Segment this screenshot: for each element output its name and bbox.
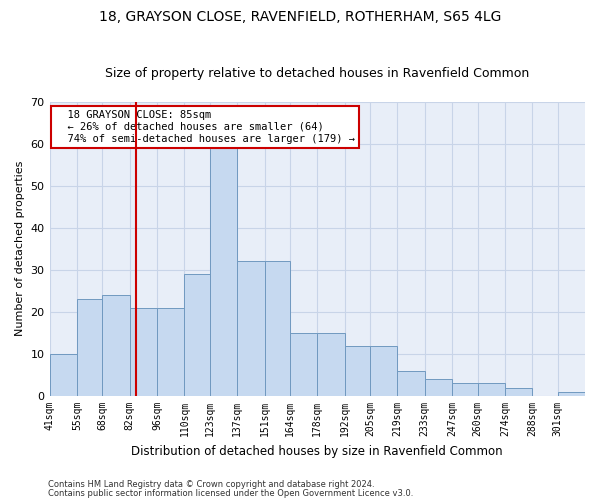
Bar [130, 308, 157, 396]
Bar [184, 274, 210, 396]
Bar [397, 371, 425, 396]
Bar [317, 333, 344, 396]
Bar [425, 379, 452, 396]
Text: 18 GRAYSON CLOSE: 85sqm
  ← 26% of detached houses are smaller (64)
  74% of sem: 18 GRAYSON CLOSE: 85sqm ← 26% of detache… [55, 110, 355, 144]
Bar [452, 384, 478, 396]
Bar [370, 346, 397, 396]
Bar [505, 388, 532, 396]
Bar [344, 346, 370, 396]
Bar [265, 262, 290, 396]
Text: 18, GRAYSON CLOSE, RAVENFIELD, ROTHERHAM, S65 4LG: 18, GRAYSON CLOSE, RAVENFIELD, ROTHERHAM… [99, 10, 501, 24]
Y-axis label: Number of detached properties: Number of detached properties [15, 161, 25, 336]
Text: Contains HM Land Registry data © Crown copyright and database right 2024.: Contains HM Land Registry data © Crown c… [48, 480, 374, 489]
Bar [478, 384, 505, 396]
Bar [557, 392, 585, 396]
Bar [237, 262, 265, 396]
Bar [157, 308, 184, 396]
Title: Size of property relative to detached houses in Ravenfield Common: Size of property relative to detached ho… [105, 66, 529, 80]
Bar [210, 148, 237, 396]
Bar [77, 300, 103, 396]
Bar [103, 295, 130, 396]
Bar [50, 354, 77, 396]
Bar [290, 333, 317, 396]
Text: Contains public sector information licensed under the Open Government Licence v3: Contains public sector information licen… [48, 488, 413, 498]
X-axis label: Distribution of detached houses by size in Ravenfield Common: Distribution of detached houses by size … [131, 444, 503, 458]
